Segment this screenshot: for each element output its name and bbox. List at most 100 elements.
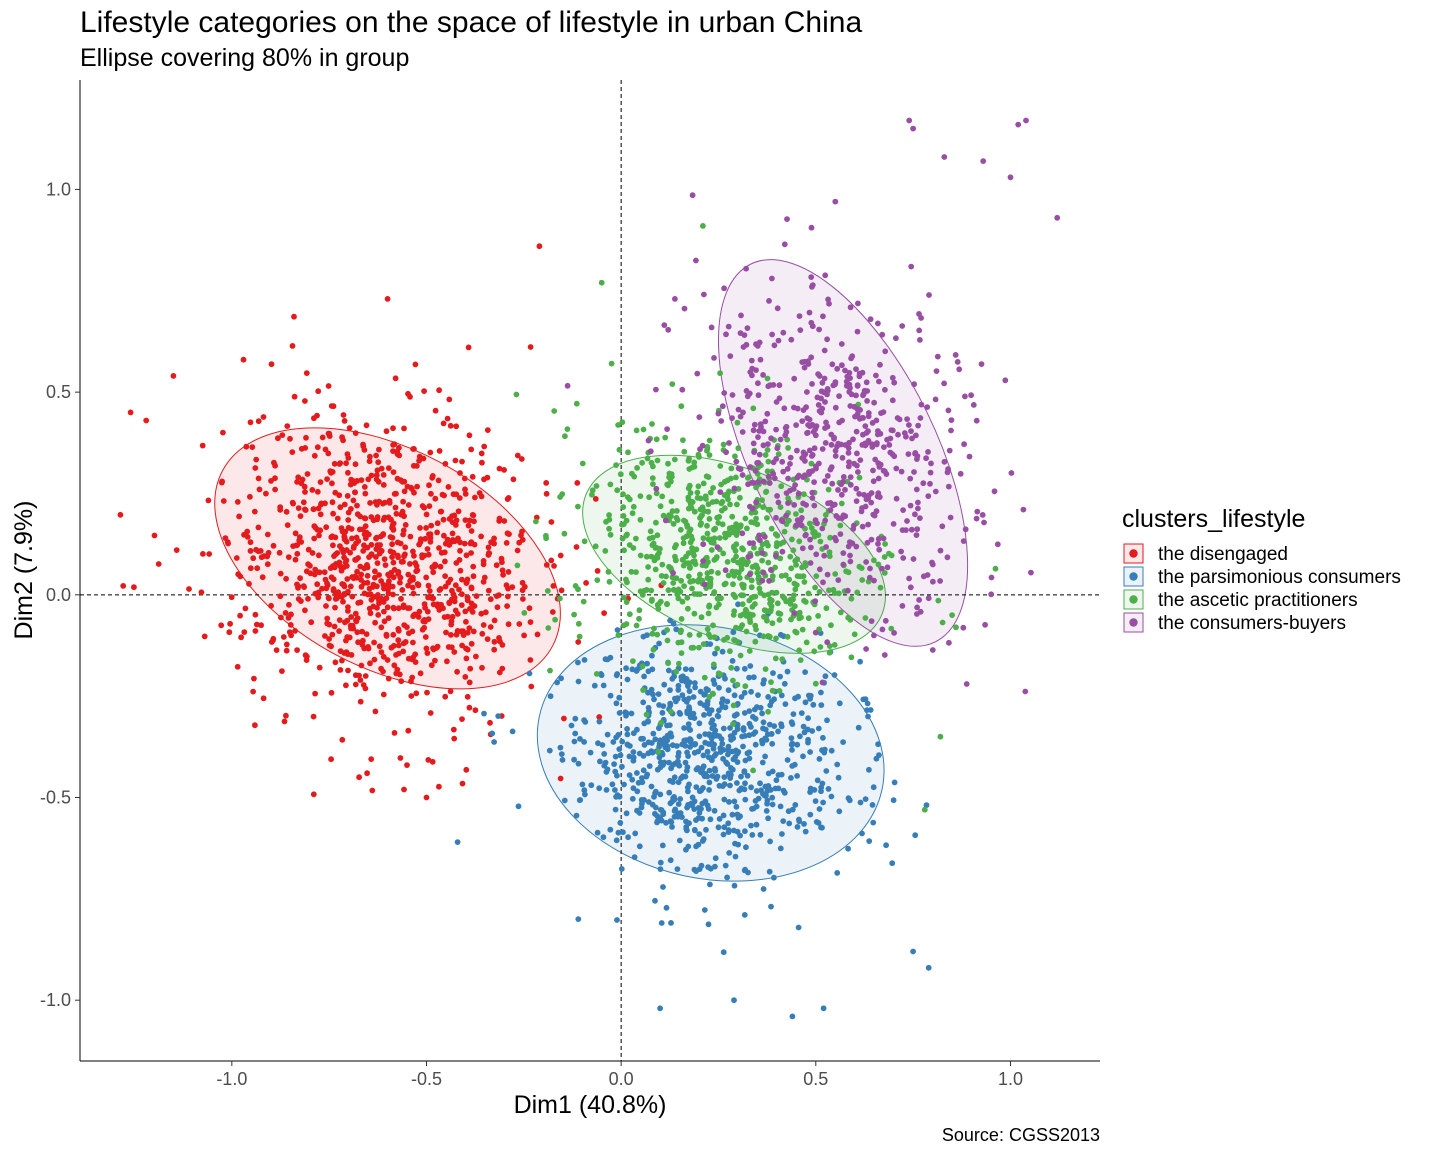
point bbox=[691, 749, 698, 756]
point bbox=[825, 296, 831, 303]
point bbox=[303, 434, 309, 441]
point bbox=[453, 423, 460, 430]
point bbox=[753, 499, 759, 506]
point bbox=[912, 511, 918, 518]
point bbox=[948, 417, 955, 423]
point bbox=[684, 827, 690, 834]
point bbox=[595, 740, 601, 747]
point bbox=[904, 416, 910, 422]
point bbox=[581, 787, 588, 794]
point bbox=[616, 694, 623, 701]
point bbox=[746, 708, 753, 714]
point bbox=[866, 766, 872, 773]
point bbox=[252, 628, 259, 634]
point bbox=[496, 592, 502, 598]
point bbox=[478, 450, 485, 457]
point bbox=[745, 869, 751, 876]
point bbox=[747, 663, 754, 669]
point bbox=[930, 578, 936, 585]
point bbox=[317, 479, 324, 485]
point bbox=[337, 504, 344, 511]
point bbox=[344, 634, 351, 640]
point bbox=[764, 410, 771, 417]
point bbox=[771, 723, 778, 729]
point bbox=[348, 614, 355, 620]
point bbox=[322, 446, 329, 453]
point bbox=[494, 604, 501, 611]
point bbox=[562, 433, 568, 440]
point bbox=[815, 402, 822, 408]
point bbox=[619, 521, 625, 528]
point bbox=[724, 559, 731, 565]
point bbox=[795, 924, 802, 931]
point bbox=[798, 522, 805, 529]
point bbox=[1020, 506, 1027, 513]
point bbox=[629, 776, 636, 783]
point bbox=[774, 305, 781, 312]
point bbox=[675, 758, 681, 765]
point bbox=[820, 313, 826, 320]
point bbox=[425, 551, 432, 558]
point bbox=[376, 572, 382, 578]
point bbox=[748, 577, 755, 584]
point bbox=[725, 687, 732, 694]
point bbox=[376, 550, 383, 557]
point bbox=[732, 453, 738, 460]
point bbox=[720, 725, 727, 732]
point bbox=[654, 631, 661, 638]
point bbox=[844, 587, 851, 594]
point bbox=[282, 610, 289, 616]
point bbox=[400, 527, 407, 534]
point bbox=[689, 464, 696, 471]
point bbox=[589, 491, 595, 498]
point bbox=[459, 780, 466, 787]
point bbox=[710, 622, 716, 629]
point bbox=[527, 619, 534, 625]
point bbox=[727, 725, 733, 731]
point bbox=[674, 517, 681, 523]
point bbox=[702, 739, 709, 746]
point bbox=[760, 372, 766, 378]
point bbox=[732, 754, 739, 760]
point bbox=[653, 436, 660, 443]
point bbox=[499, 665, 506, 672]
point bbox=[454, 628, 461, 634]
point bbox=[731, 485, 738, 492]
point bbox=[748, 688, 754, 695]
point bbox=[514, 547, 521, 554]
point bbox=[725, 827, 732, 833]
point bbox=[390, 574, 397, 581]
x-tick-label: -1.0 bbox=[216, 1069, 247, 1089]
point bbox=[704, 443, 711, 450]
point bbox=[356, 774, 362, 781]
point bbox=[794, 741, 801, 748]
point bbox=[755, 434, 761, 440]
point bbox=[485, 587, 492, 594]
point bbox=[423, 511, 430, 518]
point bbox=[908, 263, 915, 270]
point bbox=[650, 540, 657, 547]
point bbox=[793, 511, 799, 517]
point bbox=[780, 818, 787, 824]
point bbox=[862, 440, 868, 447]
point bbox=[729, 811, 736, 818]
point bbox=[701, 674, 708, 681]
point bbox=[779, 458, 786, 465]
point bbox=[573, 812, 580, 819]
point bbox=[345, 509, 352, 516]
point bbox=[446, 396, 453, 403]
point bbox=[491, 739, 497, 745]
point bbox=[645, 668, 652, 675]
point bbox=[807, 423, 813, 430]
point bbox=[383, 631, 390, 638]
point bbox=[686, 705, 693, 712]
point bbox=[778, 517, 785, 524]
point bbox=[468, 539, 475, 546]
point bbox=[687, 490, 694, 496]
point bbox=[649, 630, 656, 637]
point bbox=[939, 619, 946, 626]
point bbox=[387, 583, 393, 590]
point bbox=[686, 632, 693, 638]
point bbox=[899, 323, 906, 329]
point bbox=[457, 547, 463, 554]
